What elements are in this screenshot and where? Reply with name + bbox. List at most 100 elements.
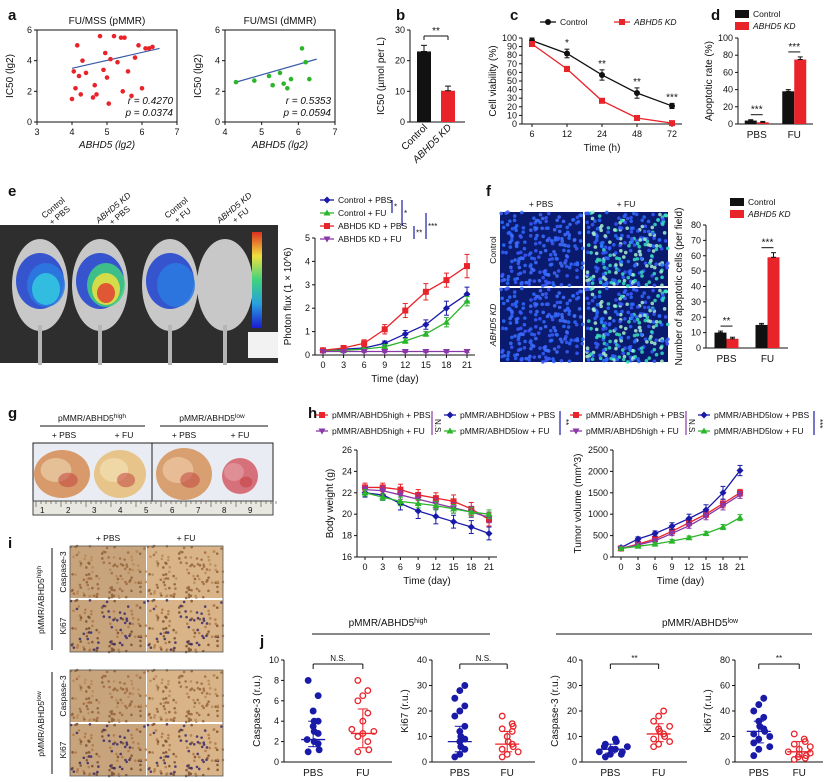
image-speck	[89, 755, 93, 758]
image-speck	[118, 765, 122, 769]
image-speck	[564, 340, 569, 345]
image-speck	[182, 670, 186, 674]
series-line	[323, 300, 468, 351]
image-speck	[195, 611, 199, 614]
legend-marker	[700, 411, 708, 419]
x-tick-label: PBS	[450, 768, 470, 779]
image-speck	[589, 276, 593, 280]
image-speck	[117, 718, 120, 722]
image-speck	[179, 739, 183, 742]
panel-letter: h	[308, 405, 317, 422]
image-speck	[626, 234, 631, 239]
image-speck	[200, 612, 203, 615]
image-speck	[651, 244, 656, 248]
image-speck	[160, 718, 163, 721]
image-speck	[97, 701, 101, 704]
image-speck	[139, 714, 142, 718]
image-speck	[112, 680, 116, 683]
image-speck	[131, 563, 135, 566]
image-speck	[538, 250, 543, 255]
ruler-number: 6	[170, 506, 175, 515]
data-point	[564, 65, 570, 72]
data-point	[102, 50, 108, 56]
image-speck	[586, 287, 590, 292]
image-speck	[162, 744, 165, 747]
image-speck	[650, 301, 655, 306]
image-speck	[500, 354, 504, 359]
image-speck	[214, 622, 218, 626]
image-speck	[179, 674, 182, 678]
image-speck	[633, 328, 638, 333]
data-point	[503, 750, 511, 758]
image-speck	[201, 704, 204, 708]
y-tick-label: 0	[572, 757, 577, 767]
image-speck	[85, 620, 88, 623]
image-speck	[207, 736, 211, 740]
image-speck	[148, 712, 151, 716]
image-speck	[74, 751, 77, 754]
image-speck	[638, 238, 642, 242]
image-speck	[200, 682, 203, 685]
image-speck	[91, 710, 94, 714]
image-speck	[594, 251, 599, 256]
ihc-image	[69, 722, 148, 778]
image-speck	[625, 360, 630, 364]
data-point	[456, 750, 464, 758]
image-speck	[208, 622, 212, 626]
image-speck	[102, 728, 105, 732]
y-tick-label: 30	[417, 681, 427, 691]
image-speck	[606, 302, 611, 306]
image-speck	[101, 611, 104, 614]
image-speck	[112, 610, 116, 613]
image-speck	[519, 286, 524, 291]
data-point	[655, 740, 663, 748]
image-speck	[149, 646, 153, 649]
image-speck	[557, 305, 562, 310]
ruler	[32, 500, 274, 516]
image-speck	[654, 338, 658, 343]
image-speck	[72, 592, 76, 595]
image-speck	[554, 332, 559, 337]
image-speck	[627, 319, 631, 324]
image-speck	[192, 752, 195, 756]
data-point	[381, 343, 389, 350]
image-speck	[125, 636, 128, 640]
image-speck	[207, 754, 210, 757]
image-speck	[118, 711, 122, 715]
bar	[417, 51, 431, 122]
image-speck	[510, 309, 514, 314]
y-tick-label: 50	[691, 266, 701, 276]
image-speck	[131, 568, 135, 572]
image-speck	[626, 351, 631, 356]
bar	[756, 122, 769, 124]
image-speck	[160, 594, 163, 597]
image-speck	[192, 698, 195, 702]
image-speck	[152, 646, 156, 649]
image-speck	[146, 599, 150, 603]
image-speck	[506, 210, 510, 214]
image-speck	[555, 218, 560, 223]
image-speck	[164, 641, 168, 645]
image-speck	[509, 265, 513, 270]
image-speck	[216, 639, 219, 643]
data-point	[299, 46, 305, 51]
image-speck	[643, 242, 648, 247]
image-speck	[108, 768, 111, 772]
image-speck	[116, 705, 119, 709]
image-speck	[152, 598, 156, 602]
image-speck	[128, 568, 132, 571]
image-speck	[524, 356, 528, 361]
image-speck	[149, 716, 153, 719]
stat-label: p = 0.0374	[124, 108, 173, 119]
data-point	[314, 692, 322, 700]
image-speck	[509, 345, 514, 349]
y-axis-title: Tumor volume (mm^3)	[573, 454, 584, 554]
legend-label: ABHD5 KD + PBS	[338, 221, 408, 231]
panel-letter: e	[8, 183, 16, 200]
image-speck	[201, 580, 204, 584]
image-speck	[654, 276, 659, 281]
image-speck	[87, 711, 91, 715]
image-speck	[130, 630, 133, 633]
x-axis-title: Time (day)	[657, 576, 704, 587]
image-speck	[654, 262, 658, 267]
